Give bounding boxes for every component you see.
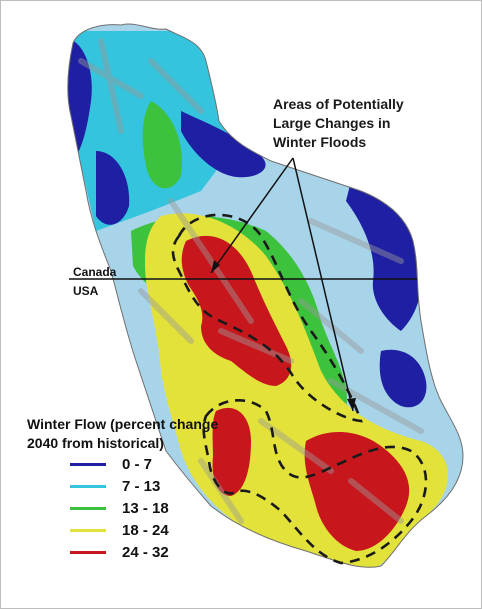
zone-24-32-north: [181, 235, 292, 386]
canada-label: Canada: [73, 265, 117, 279]
legend-item-1: 7 - 13: [70, 475, 247, 497]
legend-swatch-0: [70, 462, 106, 466]
basin-outline: [67, 23, 464, 568]
arrow-north: [210, 157, 294, 274]
legend-label-1: 7 - 13: [122, 477, 161, 495]
arrowhead-north: [211, 260, 220, 273]
legend-item-3: 18 - 24: [70, 519, 247, 541]
arrowhead-south: [347, 398, 356, 411]
legend-label-3: 18 - 24: [122, 521, 169, 539]
legend-item-2: 13 - 18: [70, 497, 247, 519]
usa-label: USA: [73, 284, 99, 298]
legend: Winter Flow (percent change 2040 from hi…: [27, 415, 247, 563]
legend-label-2: 13 - 18: [122, 499, 169, 517]
zone-24-32-southeast: [304, 431, 410, 551]
zone-0-7-west: [96, 151, 130, 225]
legend-swatch-3: [70, 528, 106, 532]
zone-0-7-southeast: [379, 349, 427, 408]
legend-title: Winter Flow (percent change 2040 from hi…: [27, 416, 219, 451]
arrow-south: [292, 157, 354, 412]
dashed-region-north: [171, 213, 363, 423]
dashed-region-south: [202, 399, 428, 565]
legend-swatch-4: [70, 550, 106, 554]
legend-swatch-2: [70, 506, 106, 510]
legend-item-4: 24 - 32: [70, 541, 247, 563]
zone-24-32-southwest: [212, 407, 251, 496]
legend-label-0: 0 - 7: [122, 455, 153, 473]
zone-13-18-north: [142, 101, 182, 189]
annotation-text: Areas of Potentially Large Changes in Wi…: [273, 96, 404, 150]
legend-item-0: 0 - 7: [70, 453, 247, 475]
annotation-arrows: [210, 157, 356, 412]
river-network: [78, 38, 424, 524]
zone-0-7-north: [181, 111, 266, 178]
legend-label-4: 24 - 32: [122, 543, 169, 561]
legend-swatch-1: [70, 484, 106, 488]
